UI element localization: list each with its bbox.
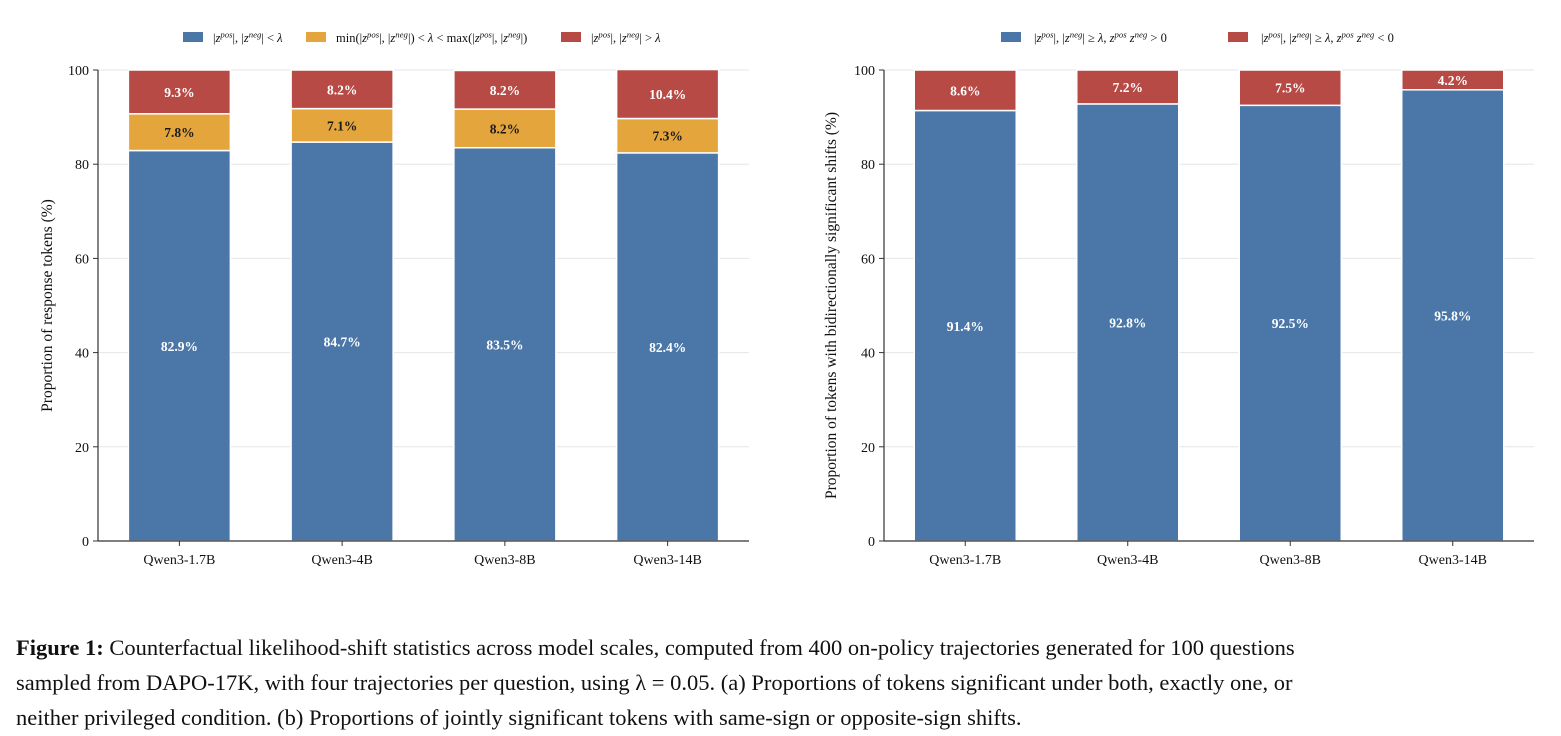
x-tick-label: Qwen3-14B [633,553,701,568]
x-tick-label: Qwen3-1.7B [143,553,215,568]
data-label: 83.5% [486,337,523,352]
bar-qwen3-8b-series-1 [453,108,557,149]
legend-swatch [561,32,581,42]
bar-qwen3-1-7b-series-0 [127,149,232,542]
data-label: 7.3% [652,129,682,144]
bar-qwen3-4b-series-1 [290,107,394,143]
bar-qwen3-4b-series-1 [1076,69,1180,105]
data-label: 91.4% [947,319,984,334]
y-tick-label: 100 [854,64,875,79]
bar-qwen3-1-7b-series-1 [913,69,1017,112]
y-tick-label: 20 [75,441,89,456]
x-tick-label: Qwen3-4B [1097,553,1158,568]
x-tick-label: Qwen3-4B [311,553,372,568]
data-label: 95.8% [1434,308,1471,323]
bar-qwen3-14b-series-1 [1401,69,1505,91]
caption-label: Figure 1: [16,635,104,660]
data-label: 4.2% [1438,73,1468,88]
figure-caption: Figure 1: Counterfactual likelihood-shif… [16,630,1546,735]
legend-swatch [1228,32,1248,42]
legend-label: |zpos|, |zneg| > λ [591,29,661,45]
caption-line-1: Counterfactual likelihood-shift statisti… [109,635,1295,660]
bar-qwen3-4b-series-0 [1076,103,1180,542]
data-label: 8.2% [490,83,520,98]
data-label: 7.8% [164,125,194,140]
y-tick-label: 100 [68,64,89,79]
x-tick-label: Qwen3-14B [1419,553,1487,568]
bar-qwen3-8b-series-0 [453,146,557,542]
bar-qwen3-4b-series-2 [290,69,394,110]
y-axis-label: Proportion of response tokens (%) [39,199,56,412]
chart-panel-b: 0 20 40 60 80 100 91.4% 8.6% Qwen3-1.7B 92.8% 7.2%… [823,29,1534,568]
data-label: 82.9% [161,339,198,354]
y-axis-label: Proportion of tokens with bidirectionall… [823,112,840,499]
legend-swatch [306,32,326,42]
caption-line-2: sampled from DAPO-17K, with four traject… [16,670,1293,695]
bar-qwen3-1-7b-series-2 [127,69,232,115]
bar-qwen3-1-7b-series-0 [913,109,1017,542]
data-label: 82.4% [649,340,686,355]
y-tick-label: 80 [75,158,89,173]
x-tick-label: Qwen3-8B [474,553,535,568]
legend-swatch [1001,32,1021,42]
bar-qwen3-14b-series-0 [615,152,720,542]
data-label: 92.5% [1272,316,1309,331]
data-label: 10.4% [649,87,686,102]
bar-qwen3-14b-series-0 [1401,89,1505,542]
bar-qwen3-8b-series-1 [1238,69,1342,107]
legend-label: min(|zpos|, |zneg|) < λ < max(|zpos|, |z… [336,29,527,45]
data-label: 8.2% [327,82,357,97]
y-tick-label: 80 [861,158,875,173]
bar-qwen3-8b-series-2 [453,69,557,110]
legend-label: |zpos|, |zneg| < λ [213,29,283,45]
y-tick-label: 40 [861,347,875,362]
data-label: 7.1% [327,118,357,133]
data-label: 9.3% [164,85,194,100]
x-tick-label: Qwen3-1.7B [929,553,1001,568]
caption-line-3: neither privileged condition. (b) Propor… [16,705,1022,730]
data-label: 7.5% [1275,81,1305,96]
data-label: 8.2% [490,121,520,136]
y-tick-label: 40 [75,347,89,362]
x-tick-label: Qwen3-8B [1260,553,1321,568]
data-label: 84.7% [324,335,361,350]
legend-label: |zpos|, |zneg| ≥ λ, zpos zneg > 0 [1034,29,1167,45]
data-label: 7.2% [1113,80,1143,95]
data-label: 8.6% [950,83,980,98]
y-tick-label: 20 [861,441,875,456]
y-tick-label: 0 [868,535,875,550]
legend-swatch [183,32,203,42]
y-tick-label: 0 [82,535,89,550]
data-label: 92.8% [1109,315,1146,330]
chart-panel-a: 0 20 40 60 80 100 82.9% 7.8% 9.3% Qwen3-1.7B 84.7%… [39,29,749,568]
bar-qwen3-1-7b-series-1 [127,113,232,152]
legend-label: |zpos|, |zneg| ≥ λ, zpos zneg < 0 [1261,29,1394,45]
bar-qwen3-14b-series-2 [615,68,720,120]
y-tick-label: 60 [861,252,875,267]
y-tick-label: 60 [75,252,89,267]
